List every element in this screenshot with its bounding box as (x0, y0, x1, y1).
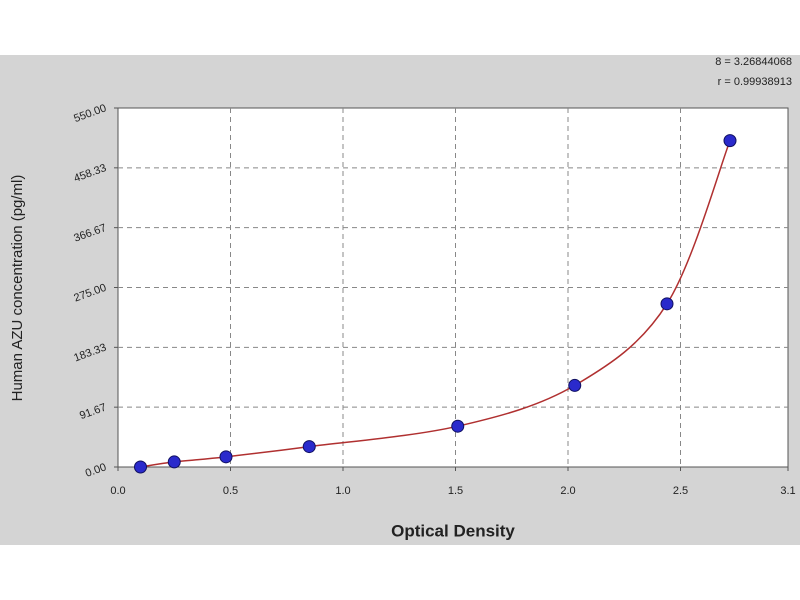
data-point (219, 450, 233, 464)
data-point (302, 440, 316, 454)
x-tick-label: 2.0 (560, 485, 575, 497)
annotation: r = 0.99938913 (718, 76, 792, 88)
data-point (167, 455, 181, 469)
x-tick-label: 1.5 (448, 485, 463, 497)
data-point (134, 460, 147, 474)
x-tick-label: 2.5 (673, 485, 688, 497)
data-point (568, 378, 582, 392)
data-point (660, 297, 674, 311)
x-axis-title: Optical Density (391, 521, 515, 540)
annotation: 8 = 3.26844068 (715, 56, 792, 68)
x-tick-label: 0.5 (223, 485, 238, 497)
x-tick-label: 3.1 (780, 485, 795, 497)
x-tick-label: 1.0 (335, 485, 350, 497)
data-point (723, 134, 737, 148)
y-axis-title: Human AZU concentration (pg/ml) (9, 175, 26, 402)
data-point (451, 419, 465, 433)
x-tick-label: 0.0 (110, 485, 125, 497)
